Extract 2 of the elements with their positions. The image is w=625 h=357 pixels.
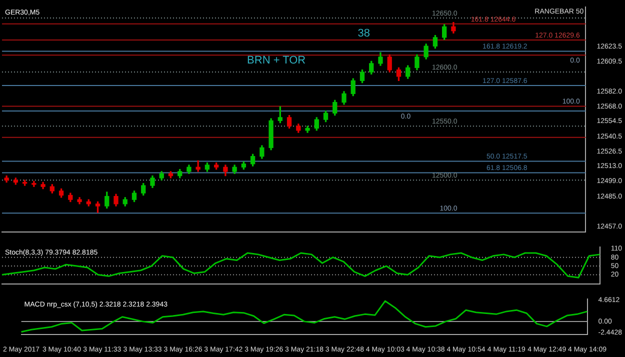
annotation: BRN + TOR <box>247 54 306 67</box>
annotation: 38 <box>358 28 370 40</box>
